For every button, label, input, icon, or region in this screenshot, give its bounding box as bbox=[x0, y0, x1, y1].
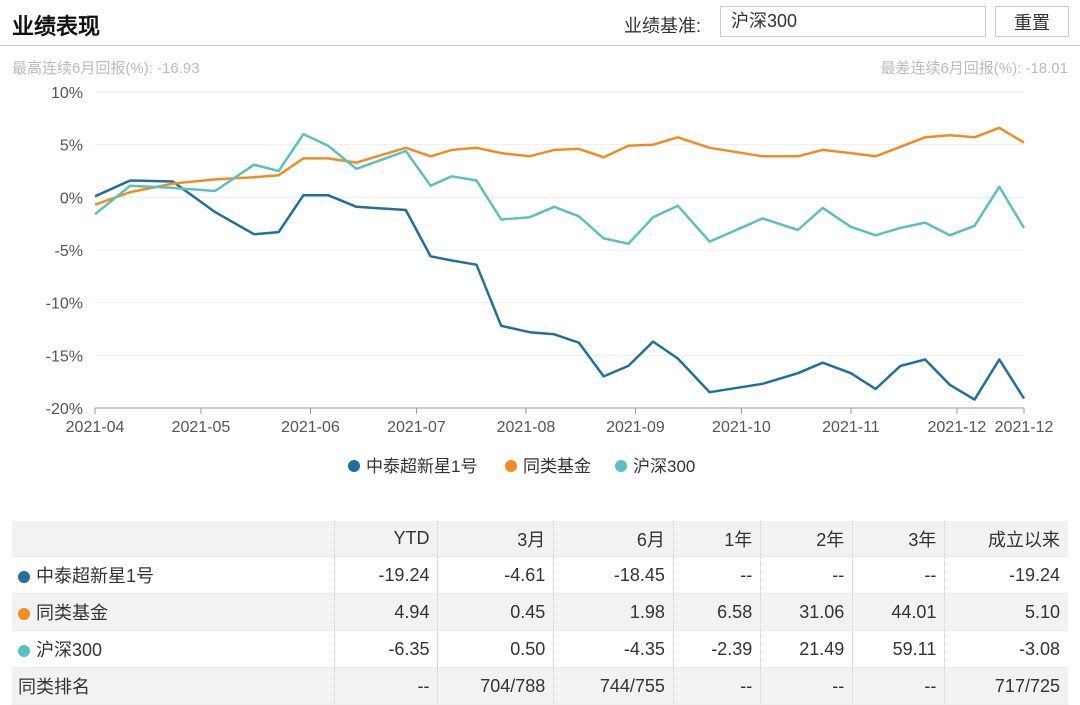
table-cell: -4.35 bbox=[553, 630, 674, 668]
x-tick-label: 2021-10 bbox=[712, 419, 771, 436]
legend-label[interactable]: 同类基金 bbox=[523, 457, 591, 476]
legend-marker bbox=[505, 460, 517, 472]
x-tick-label: 2021-08 bbox=[497, 419, 556, 436]
table-cell: 5.10 bbox=[944, 593, 1068, 631]
x-tick-label: 2021-07 bbox=[387, 419, 446, 436]
row-name: 同类排名 bbox=[18, 677, 90, 697]
y-tick-label: -20% bbox=[46, 401, 83, 418]
x-tick-label: 2021-11 bbox=[822, 419, 880, 436]
table-cell: -19.24 bbox=[944, 556, 1068, 594]
series-line-0 bbox=[94, 179, 1026, 401]
performance-table: YTD 3月 6月 1年 2年 3年 成立以来 中泰超新星1号 -19.24 -4.61 -18.… bbox=[12, 521, 1068, 705]
legend-marker bbox=[615, 460, 627, 472]
table-cell: 0.50 bbox=[437, 630, 554, 668]
row-label: 沪深300 bbox=[12, 630, 335, 668]
series-dot-icon bbox=[18, 571, 30, 583]
row-name: 沪深300 bbox=[36, 640, 103, 660]
benchmark-label: 业绩基准: bbox=[624, 16, 702, 36]
column-header: 3年 bbox=[852, 521, 945, 557]
table-row: 中泰超新星1号 -19.24 -4.61 -18.45 -- -- -- -19.24 bbox=[12, 556, 1068, 594]
x-tick-label: 2021-09 bbox=[606, 419, 665, 436]
column-header: YTD bbox=[334, 521, 438, 557]
performance-chart: 10% 5% 0% -5% -10% -15% -20%2021-04 2021-05 2021… bbox=[46, 85, 1054, 476]
legend-label[interactable]: 中泰超新星1号 bbox=[366, 457, 477, 476]
y-tick-label: 10% bbox=[51, 85, 83, 102]
table-cell: 4.94 bbox=[334, 593, 438, 631]
column-header: 成立以来 bbox=[944, 521, 1068, 557]
benchmark-input[interactable]: 沪深300 bbox=[720, 6, 986, 37]
column-header: 6月 bbox=[553, 521, 674, 557]
x-tick-label: 2021-12 bbox=[995, 419, 1054, 436]
column-header: 2年 bbox=[760, 521, 853, 557]
y-tick-label: 0% bbox=[60, 190, 83, 207]
y-tick-label: 5% bbox=[60, 138, 83, 155]
section-title: 业绩表现 bbox=[12, 14, 101, 39]
table-row: 沪深300 -6.35 0.50 -4.35 -2.39 21.49 59.11 -3.08 bbox=[12, 630, 1068, 668]
table-cell: 31.06 bbox=[760, 593, 853, 631]
table-cell: -- bbox=[852, 556, 945, 594]
table-cell: 1.98 bbox=[553, 593, 674, 631]
table-cell: 0.45 bbox=[437, 593, 554, 631]
table-cell: 59.11 bbox=[852, 630, 945, 668]
row-name: 同类基金 bbox=[36, 603, 108, 623]
table-cell: 6.58 bbox=[672, 593, 761, 631]
row-label: 同类排名 bbox=[12, 667, 335, 705]
column-header: 1年 bbox=[672, 521, 761, 557]
table-cell: -3.08 bbox=[944, 630, 1068, 668]
y-tick-label: -10% bbox=[46, 296, 83, 313]
table-cell: 717/725 bbox=[944, 667, 1068, 705]
table-header-row: YTD 3月 6月 1年 2年 3年 成立以来 bbox=[12, 521, 1068, 557]
y-tick-label: -5% bbox=[55, 243, 83, 260]
legend-marker bbox=[348, 460, 360, 472]
row-label: 中泰超新星1号 bbox=[12, 556, 335, 594]
table-cell: -4.61 bbox=[437, 556, 554, 594]
table-cell: -- bbox=[334, 667, 438, 705]
column-header: 3月 bbox=[437, 521, 554, 557]
table-cell: -- bbox=[672, 667, 761, 705]
legend-label[interactable]: 沪深300 bbox=[633, 457, 695, 476]
table-cell: -- bbox=[852, 667, 945, 705]
best-6m-return: 最高连续6月回报(%): -16.93 bbox=[12, 60, 200, 77]
table-cell: -2.39 bbox=[672, 630, 761, 668]
table-cell: -18.45 bbox=[553, 556, 674, 594]
x-tick-label: 2021-12 bbox=[928, 419, 987, 436]
x-tick-label: 2021-05 bbox=[172, 419, 231, 436]
table-cell: -- bbox=[672, 556, 761, 594]
table-cell: -- bbox=[760, 556, 853, 594]
x-tick-label: 2021-06 bbox=[281, 419, 340, 436]
x-tick-label: 2021-04 bbox=[66, 419, 125, 436]
table-cell: -- bbox=[760, 667, 853, 705]
series-dot-icon bbox=[18, 608, 30, 620]
series-line-1 bbox=[94, 126, 1025, 206]
series-line-2 bbox=[94, 132, 1026, 245]
table-row: 同类排名 -- 704/788 744/755 -- -- -- 717/725 bbox=[12, 667, 1068, 705]
table-row: 同类基金 4.94 0.45 1.98 6.58 31.06 44.01 5.10 bbox=[12, 593, 1068, 631]
table-cell: 44.01 bbox=[852, 593, 945, 631]
worst-6m-return: 最差连续6月回报(%): -18.01 bbox=[880, 60, 1068, 77]
y-tick-label: -15% bbox=[46, 348, 83, 365]
table-cell: -19.24 bbox=[334, 556, 438, 594]
series-dot-icon bbox=[18, 645, 30, 657]
column-header bbox=[12, 521, 335, 557]
header: 业绩表现 业绩基准: 沪深300 重置 bbox=[0, 0, 1080, 46]
table-cell: 744/755 bbox=[553, 667, 674, 705]
table-cell: -6.35 bbox=[334, 630, 438, 668]
row-label: 同类基金 bbox=[12, 593, 335, 631]
table-cell: 704/788 bbox=[437, 667, 554, 705]
table-cell: 21.49 bbox=[760, 630, 853, 668]
reset-button[interactable]: 重置 bbox=[995, 6, 1069, 37]
row-name: 中泰超新星1号 bbox=[36, 566, 155, 586]
